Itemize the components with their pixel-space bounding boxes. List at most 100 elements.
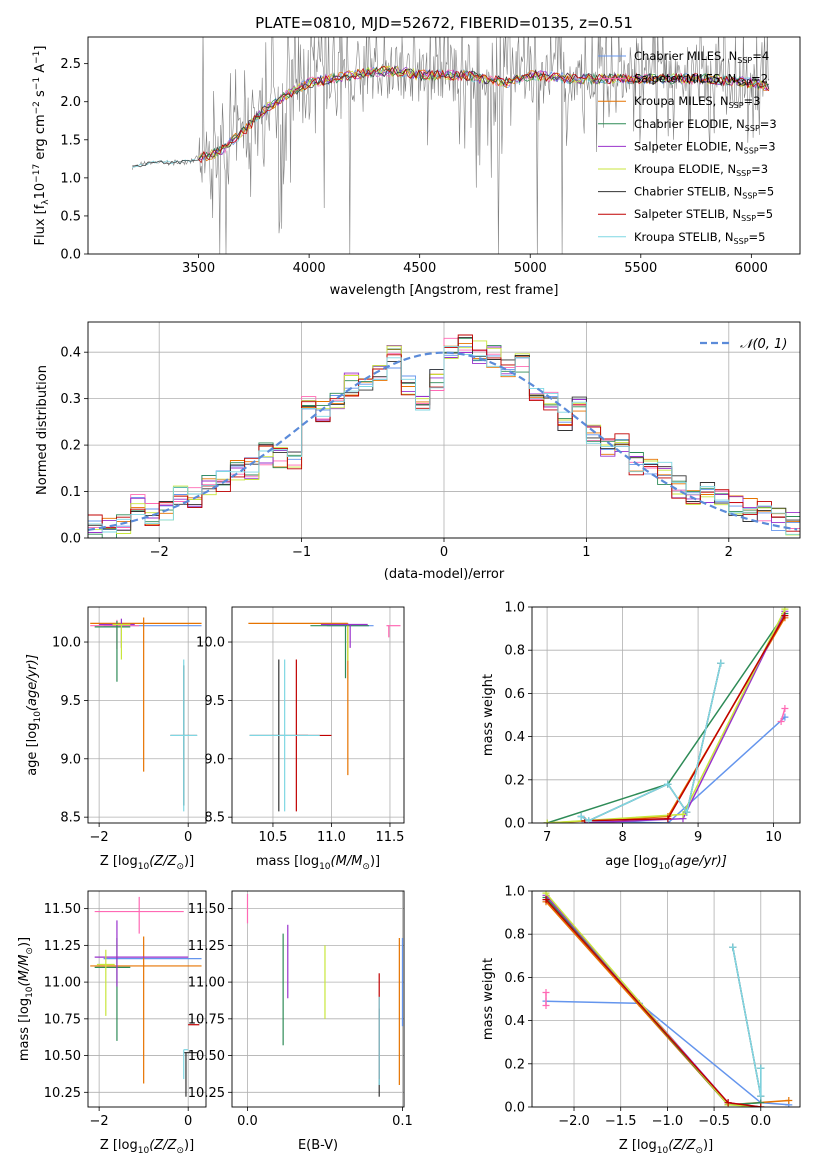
plot-area	[246, 893, 404, 1097]
legend-entry: Chabrier MILES, NSSP=4	[634, 49, 769, 65]
y-tick-label: 1.0	[60, 171, 81, 186]
weight-marker	[785, 1097, 793, 1105]
weight-line-5	[547, 608, 786, 823]
mass-metallicity-panel: −2 0 10.25 10.50 10.75 11.00 11.25 11.50 Z [log1…	[17, 890, 207, 1156]
x-tick-label: 0.1	[392, 1114, 413, 1129]
age-mass-panel: 10.5 11.0 11.5 8.5 9.0 9.5 10.0 mass [log10(M/M…	[196, 606, 405, 872]
x-tick-label: 5500	[624, 261, 657, 276]
axes-frame	[531, 890, 801, 1108]
weight-marker	[543, 819, 551, 823]
legend-entry: Salpeter MILES, NSSP=2	[634, 72, 768, 88]
weight-marker	[781, 705, 789, 713]
weight-marker	[777, 717, 785, 725]
y-tick-label: 11.25	[44, 939, 81, 954]
mass-weight-metallicity-panel: −2.0 −1.5 −1.0 −0.5 0.0 0.0 0.2 0.4 0.6 0.8 1.0 Z […	[481, 885, 801, 1156]
weight-line-1	[780, 708, 786, 722]
weight-marker	[757, 1064, 765, 1072]
weight-marker	[542, 896, 550, 904]
x-tick-label: 4000	[293, 261, 326, 276]
weight-line-8	[732, 947, 762, 1097]
age-metallicity-panel: −2 0 8.5 9.0 9.5 10.0 Z [log10(Z/Z⊙)] age [log1…	[25, 606, 207, 872]
y-tick-label: 2.5	[60, 57, 81, 72]
residuals-panel: −2 −1 0 1 2 0.0 0.1 0.2 0.3 0.4 (data-model)/error…	[35, 321, 801, 582]
weight-marker	[717, 659, 725, 667]
weight-marker	[542, 891, 550, 897]
plot-area	[88, 334, 800, 538]
model-fit-line-7	[198, 65, 770, 164]
weight-line-3	[546, 613, 786, 823]
weight-marker	[679, 810, 687, 818]
y-tick-label: 0.2	[60, 439, 81, 454]
residuals-x-label: (data-model)/error	[384, 567, 505, 582]
weight-marker	[664, 780, 672, 788]
spectrum-panel: 3500 4000 4500 5000 5500 6000 0.0 0.5 1.0 1.5 2.0 2…	[32, 14, 801, 298]
weight-line-0	[584, 716, 786, 823]
weight-marker	[542, 1001, 550, 1009]
x-tick-label: −0.5	[698, 1114, 730, 1129]
mass-metallicity-panel-y-label: mass [log10(M/M⊙)]	[17, 937, 35, 1061]
y-tick-label: 0.0	[504, 1101, 525, 1116]
y-tick-label: 8.5	[204, 811, 225, 826]
weight-line-4	[584, 610, 786, 823]
plot-area	[90, 617, 202, 812]
mass-extinction-panel-x-label: E(B-V)	[298, 1138, 338, 1153]
model-fit-line-5	[198, 65, 770, 159]
legend-entry: Kroupa MILES, NSSP=3	[634, 94, 760, 110]
residuals-y-label: Normed distribution	[35, 365, 50, 495]
weight-line-2	[547, 617, 786, 823]
weight-line-0	[545, 1000, 789, 1106]
x-tick-label: −1.0	[652, 1114, 684, 1129]
x-tick-label: 0.0	[750, 1114, 771, 1129]
weight-line-7	[584, 615, 786, 822]
x-tick-label: 7	[543, 830, 551, 845]
x-tick-label: 11.0	[317, 830, 346, 845]
y-tick-label: 9.5	[60, 694, 81, 709]
y-tick-label: 10.50	[188, 1049, 225, 1064]
y-tick-label: 10.75	[188, 1012, 225, 1027]
y-tick-label: 0.0	[60, 532, 81, 547]
y-tick-label: 10.0	[52, 636, 81, 651]
weight-marker	[585, 817, 593, 823]
x-tick-label: −1	[292, 545, 311, 560]
mass-weight-metallicity-panel-y-label: mass weight	[481, 958, 496, 1040]
weight-marker	[542, 989, 550, 997]
plot-area	[90, 896, 202, 1097]
y-tick-label: 0.0	[504, 817, 525, 832]
y-tick-label: 9.0	[60, 752, 81, 767]
y-tick-label: 0.3	[60, 392, 81, 407]
plot-area	[542, 891, 793, 1107]
x-tick-label: 1	[582, 545, 590, 560]
weight-line-3	[545, 897, 761, 1106]
plot-area	[248, 622, 401, 812]
weight-marker	[729, 943, 737, 951]
axes-frame	[531, 606, 801, 824]
x-tick-label: 2	[725, 545, 733, 560]
gaussian-reference-line	[88, 351, 798, 531]
axes-frame	[231, 606, 405, 824]
y-tick-label: 0.1	[60, 485, 81, 500]
x-tick-label: 4500	[403, 261, 436, 276]
y-tick-label: 11.25	[188, 939, 225, 954]
age-metallicity-panel-x-label: Z [log10(Z/Z⊙)]	[100, 854, 194, 872]
y-tick-label: 11.50	[44, 902, 81, 917]
weight-line-6	[580, 663, 722, 822]
weight-marker	[781, 612, 789, 620]
weight-line-8	[580, 663, 722, 822]
weight-marker	[757, 1092, 765, 1100]
mass-extinction-panel: 0.0 0.1 10.25 10.50 10.75 11.00 11.25 11.50 E(B-…	[188, 890, 413, 1153]
x-tick-label: −2	[90, 1114, 109, 1129]
x-tick-label: 10.5	[258, 830, 287, 845]
y-tick-label: 9.0	[204, 752, 225, 767]
observed-spectrum-line	[131, 37, 770, 254]
weight-marker	[577, 813, 585, 821]
y-tick-label: 10.25	[44, 1086, 81, 1101]
mass-weight-age-panel-x-label: age [log10(age/yr)]	[605, 854, 727, 872]
weight-line-5	[545, 892, 761, 1107]
axes-frame	[231, 890, 405, 1108]
y-tick-label: 0.0	[60, 248, 81, 263]
mass-weight-metallicity-panel-x-label: Z [log10(Z/Z⊙)]	[619, 1138, 713, 1156]
y-tick-label: 1.5	[60, 133, 81, 148]
weight-marker	[683, 808, 691, 816]
legend-entry: 𝒩(0, 1)	[740, 337, 787, 352]
